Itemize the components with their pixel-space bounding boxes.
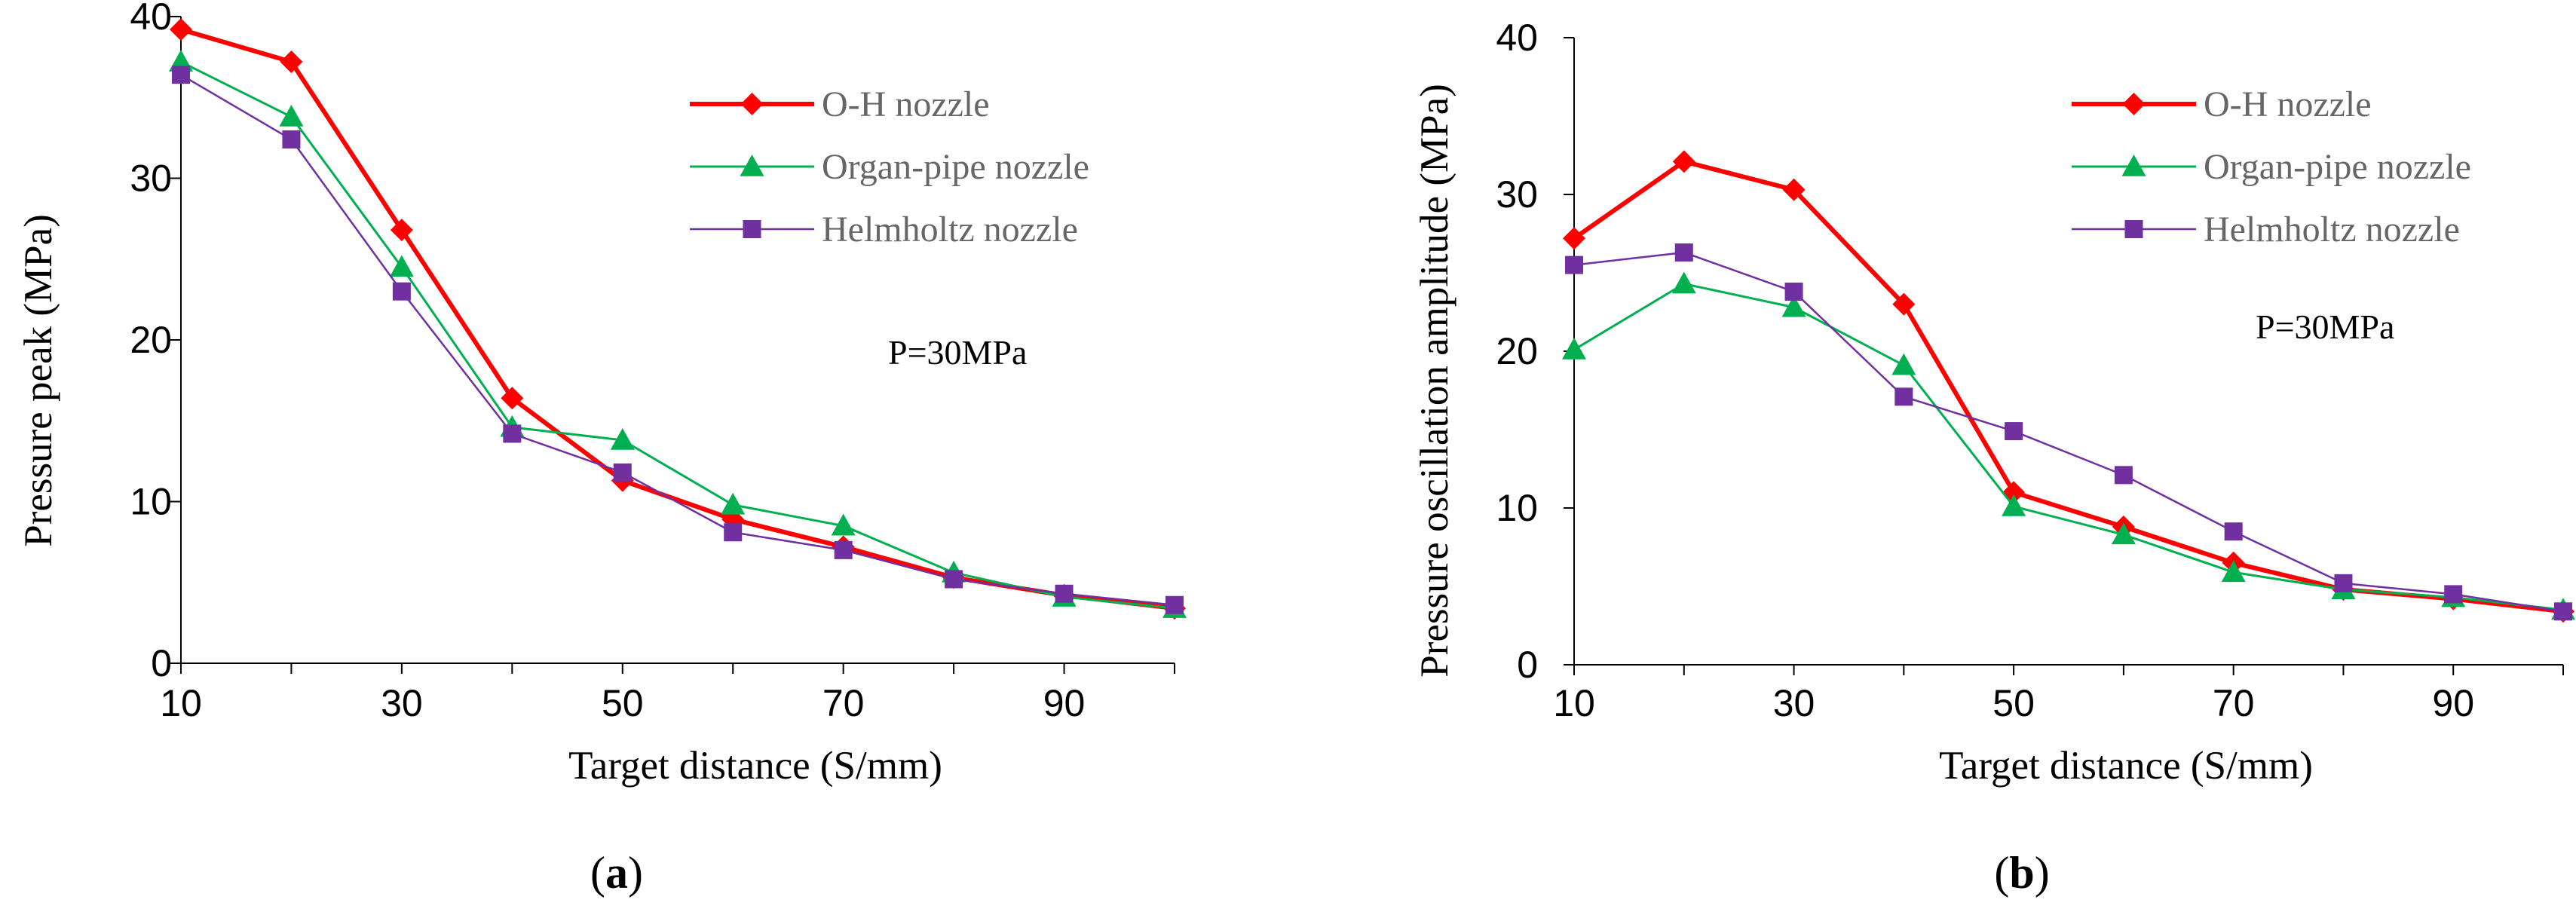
chart-a-point-helmholtz-nozzle bbox=[834, 540, 853, 559]
chart-b-point-helmholtz-nozzle bbox=[1894, 387, 1913, 406]
chart-b-point-helmholtz-nozzle bbox=[1565, 256, 1583, 274]
chart-a-series-line-o-h-nozzle bbox=[180, 27, 1175, 611]
chart-a-point-o-h-nozzle bbox=[501, 387, 524, 410]
chart-a-point-helmholtz-nozzle bbox=[503, 424, 522, 443]
chart-b-point-organ-pipe-nozzle bbox=[1781, 295, 1806, 317]
chart-a: Pressure peak (MPa) Target distance (S/m… bbox=[17, 0, 1187, 898]
chart-a-point-organ-pipe-nozzle bbox=[610, 427, 635, 450]
chart-a-point-organ-pipe-nozzle bbox=[279, 104, 304, 127]
chart-a-point-o-h-nozzle bbox=[390, 219, 413, 242]
chart-b-point-helmholtz-nozzle bbox=[1674, 243, 1693, 262]
chart-a-y-tick-label: 30 bbox=[130, 158, 172, 200]
chart-b-point-helmholtz-nozzle bbox=[2114, 466, 2133, 485]
chart-a-point-helmholtz-nozzle bbox=[392, 282, 411, 301]
chart-b-point-organ-pipe-nozzle bbox=[1671, 271, 1696, 294]
chart-b-y-tick-label: 0 bbox=[1517, 644, 1538, 686]
chart-b: Pressure oscillation amplitude (MPa) Tar… bbox=[1413, 17, 2575, 898]
chart-a-caption: (a) bbox=[590, 848, 643, 898]
chart-b-legend-marker-o-h-nozzle bbox=[2122, 93, 2146, 115]
chart-a-legend-marker-organ-pipe-nozzle bbox=[740, 155, 764, 176]
chart-a-point-helmholtz-nozzle bbox=[1055, 584, 1074, 603]
chart-b-series-line-helmholtz-nozzle bbox=[1573, 251, 2564, 613]
chart-b-y-tick-label: 40 bbox=[1496, 17, 1538, 59]
chart-a-point-helmholtz-nozzle bbox=[172, 66, 190, 84]
chart-a-legend-label-helmholtz-nozzle: Helmholtz nozzle bbox=[822, 210, 1078, 249]
chart-b-x-tick-label: 10 bbox=[1553, 682, 1595, 724]
chart-b-point-o-h-nozzle bbox=[1782, 178, 1806, 201]
chart-b-point-helmholtz-nozzle bbox=[2224, 522, 2243, 541]
chart-b-point-organ-pipe-nozzle bbox=[1562, 337, 1586, 360]
chart-b-x-tick-label: 50 bbox=[1992, 682, 2035, 724]
chart-a-x-tick-label: 50 bbox=[602, 682, 644, 724]
chart-b-point-organ-pipe-nozzle bbox=[1891, 353, 1916, 375]
chart-b-point-helmholtz-nozzle bbox=[2334, 574, 2353, 592]
chart-b-legend-label-organ-pipe-nozzle: Organ-pipe nozzle bbox=[2204, 147, 2471, 187]
chart-b-point-organ-pipe-nozzle bbox=[2002, 494, 2026, 516]
chart-b-point-helmholtz-nozzle bbox=[2005, 422, 2023, 441]
chart-a-legend-marker-helmholtz-nozzle bbox=[743, 220, 761, 238]
chart-a-x-tick-label: 70 bbox=[822, 682, 865, 724]
chart-a-x-tick-label: 30 bbox=[381, 682, 423, 724]
chart-b-x-tick-label: 70 bbox=[2213, 682, 2255, 724]
chart-a-series-line-organ-pipe-nozzle bbox=[180, 60, 1175, 610]
chart-b-point-helmholtz-nozzle bbox=[2444, 585, 2463, 604]
chart-a-point-helmholtz-nozzle bbox=[282, 130, 301, 149]
chart-b-xlabel: Target distance (S/mm) bbox=[1939, 744, 2313, 788]
chart-b-legend-label-helmholtz-nozzle: Helmholtz nozzle bbox=[2204, 210, 2460, 249]
chart-a-point-organ-pipe-nozzle bbox=[389, 255, 414, 277]
chart-a-point-organ-pipe-nozzle bbox=[831, 513, 856, 536]
chart-b-point-organ-pipe-nozzle bbox=[2221, 560, 2246, 583]
chart-a-legend-label-organ-pipe-nozzle: Organ-pipe nozzle bbox=[822, 147, 1089, 187]
chart-a-y-tick-label: 40 bbox=[130, 0, 172, 38]
chart-a-xlabel: Target distance (S/mm) bbox=[568, 744, 942, 788]
chart-b-legend-label-o-h-nozzle: O-H nozzle bbox=[2204, 84, 2372, 124]
chart-a-point-o-h-nozzle bbox=[170, 18, 192, 41]
chart-b-legend-marker-organ-pipe-nozzle bbox=[2121, 155, 2146, 176]
chart-a-point-helmholtz-nozzle bbox=[724, 523, 743, 542]
chart-b-y-tick-label: 10 bbox=[1496, 487, 1538, 529]
chart-b-point-helmholtz-nozzle bbox=[2554, 602, 2572, 621]
chart-a-legend-label-o-h-nozzle: O-H nozzle bbox=[822, 84, 990, 124]
chart-a-x-tick-label: 90 bbox=[1043, 682, 1086, 724]
chart-b-caption: (b) bbox=[1994, 848, 2049, 898]
chart-b-point-helmholtz-nozzle bbox=[1784, 282, 1803, 301]
chart-b-ylabel: Pressure oscillation amplitude (MPa) bbox=[1413, 84, 1456, 678]
chart-b-y-tick-label: 20 bbox=[1496, 330, 1538, 372]
chart-a-point-helmholtz-nozzle bbox=[1165, 595, 1184, 614]
chart-b-point-organ-pipe-nozzle bbox=[2111, 522, 2136, 545]
chart-a-point-organ-pipe-nozzle bbox=[721, 492, 746, 515]
chart-a-annotation: P=30MPa bbox=[888, 333, 1027, 372]
chart-b-point-o-h-nozzle bbox=[1672, 150, 1695, 173]
chart-a-point-o-h-nozzle bbox=[280, 50, 303, 74]
chart-a-y-tick-label: 0 bbox=[151, 642, 172, 684]
chart-a-point-helmholtz-nozzle bbox=[613, 463, 632, 482]
chart-a-ylabel: Pressure peak (MPa) bbox=[17, 214, 60, 547]
chart-a-series-line-helmholtz-nozzle bbox=[180, 74, 1175, 607]
chart-b-point-o-h-nozzle bbox=[1892, 292, 1916, 316]
chart-b-annotation: P=30MPa bbox=[2256, 308, 2394, 346]
chart-a-y-tick-label: 20 bbox=[130, 319, 172, 361]
chart-a-point-helmholtz-nozzle bbox=[945, 570, 963, 589]
chart-b-y-tick-label: 30 bbox=[1496, 173, 1538, 216]
chart-b-point-o-h-nozzle bbox=[1563, 227, 1585, 250]
chart-a-x-tick-label: 10 bbox=[160, 682, 202, 724]
chart-a-legend-marker-o-h-nozzle bbox=[740, 93, 764, 115]
chart-b-legend-marker-helmholtz-nozzle bbox=[2124, 220, 2143, 238]
chart-b-x-tick-label: 90 bbox=[2432, 682, 2474, 724]
chart-b-series-line-organ-pipe-nozzle bbox=[1573, 283, 2564, 611]
chart-a-y-tick-label: 10 bbox=[130, 481, 172, 523]
chart-b-x-tick-label: 30 bbox=[1773, 682, 1815, 724]
